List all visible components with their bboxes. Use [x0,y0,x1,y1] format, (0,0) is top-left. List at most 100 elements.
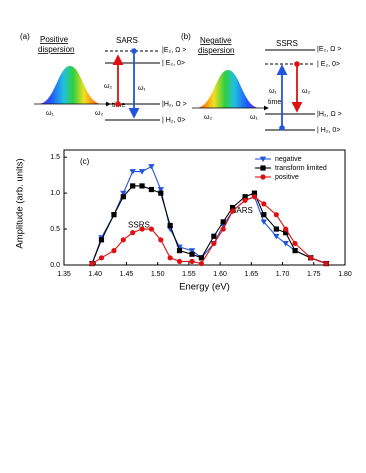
legend-label: negative [275,156,302,163]
data-point [98,255,105,261]
data-point [98,237,105,243]
data-point [188,248,196,254]
data-point [292,240,298,247]
data-point [242,197,248,203]
level-label: |E₂, Ω > [317,46,341,53]
x-tick-label: 1.80 [338,271,352,278]
data-point [111,248,117,254]
data-point [167,222,173,229]
data-point [189,258,195,265]
level-label: | H₂, 0> [162,117,185,124]
y-axis-label: Amplitude (arb. units) [15,158,26,248]
process-label: SSRS [276,39,298,48]
data-point [120,237,126,243]
data-point [198,260,204,267]
x-tick-label: 1.75 [307,271,321,278]
data-point [157,187,164,193]
data-point [198,255,204,261]
level-label: | E₂, 0> [317,61,340,68]
legend-label: transform limited [275,165,327,172]
data-point [251,194,258,200]
x-tick-label: 1.35 [57,271,71,278]
data-point [323,260,329,267]
process-label: SARS [116,36,138,45]
data-point [130,183,136,189]
legend-marker [260,165,266,171]
legend-label: positive [275,174,299,181]
x-axis-label: Energy (eV) [179,282,230,293]
data-point [158,237,164,243]
data-point [220,226,226,232]
data-point [251,190,258,196]
pulse-spectrum [38,66,102,104]
y-tick-label: 0.5 [50,226,60,233]
data-point [148,186,155,193]
arrow-label: ω₁ [138,85,146,92]
data-point [230,208,236,214]
y-tick-label: 1.5 [50,154,60,161]
data-point [273,226,279,232]
annotation: SSRS [128,221,150,230]
data-point [129,169,136,175]
axis-label: ω₂ [204,114,212,121]
data-point [230,204,236,211]
data-point [308,255,314,261]
data-point [260,219,268,225]
data-point [211,240,217,247]
plot-frame [63,149,346,266]
data-point [189,251,195,257]
data-point [167,255,173,261]
data-point [120,194,126,200]
data-point [139,226,145,232]
data-point [283,230,289,236]
data-point [261,201,267,207]
level-label: | H₂, 0> [317,127,340,134]
data-point [158,190,164,196]
axis-label: ω₂ [95,110,103,117]
state-dot [131,48,137,54]
data-point [176,248,183,254]
state-dot [294,61,300,67]
series-line [91,196,327,265]
data-point [273,233,280,240]
data-point [282,241,289,247]
x-tick-label: 1.55 [182,271,196,278]
x-tick-label: 1.65 [245,271,259,278]
data-point [139,183,145,189]
data-point [220,219,226,225]
arrow-label: ω₂ [302,88,310,95]
data-point [130,230,136,236]
dispersion-label: Negative [200,36,232,45]
level-label: |H₂, Ω > [317,111,342,118]
data-point [242,194,248,200]
data-point [283,226,289,232]
data-point [176,258,183,265]
data-point [273,212,279,218]
data-point [89,260,95,267]
legend-marker [260,174,266,180]
pulse-spectrum [196,70,260,108]
panel-label: (a) [20,32,30,41]
data-point [138,169,146,175]
data-point [148,226,155,232]
level-label: |E₂, Ω > [162,47,186,54]
chart: 0.0 0.5 1.0 1.5 1.35 1.40 1.45 1.50 1.55 1.60 1.65… [15,149,352,293]
data-point [292,248,298,254]
dispersion-label: dispersion [38,45,74,54]
x-tick-label: 1.60 [213,271,227,278]
arrow-label: ω₂ [104,83,112,90]
dispersion-label: dispersion [198,46,234,55]
axis-label: ω₁ [46,110,54,117]
y-tick-label: 0.0 [50,262,60,269]
data-point [211,233,217,239]
level-label: |H₂, Ω > [162,101,187,108]
x-tick-label: 1.70 [276,271,290,278]
axis-label: time [268,99,281,106]
x-tick-label: 1.40 [88,271,102,278]
y-tick-label: 1.0 [50,190,60,197]
panel-b: (b) Negative dispersion time ω₂ ω₁ SSRS … [181,32,342,134]
x-tick-label: 1.50 [151,271,165,278]
dispersion-label: Positive [40,35,69,44]
state-dot [279,125,285,131]
